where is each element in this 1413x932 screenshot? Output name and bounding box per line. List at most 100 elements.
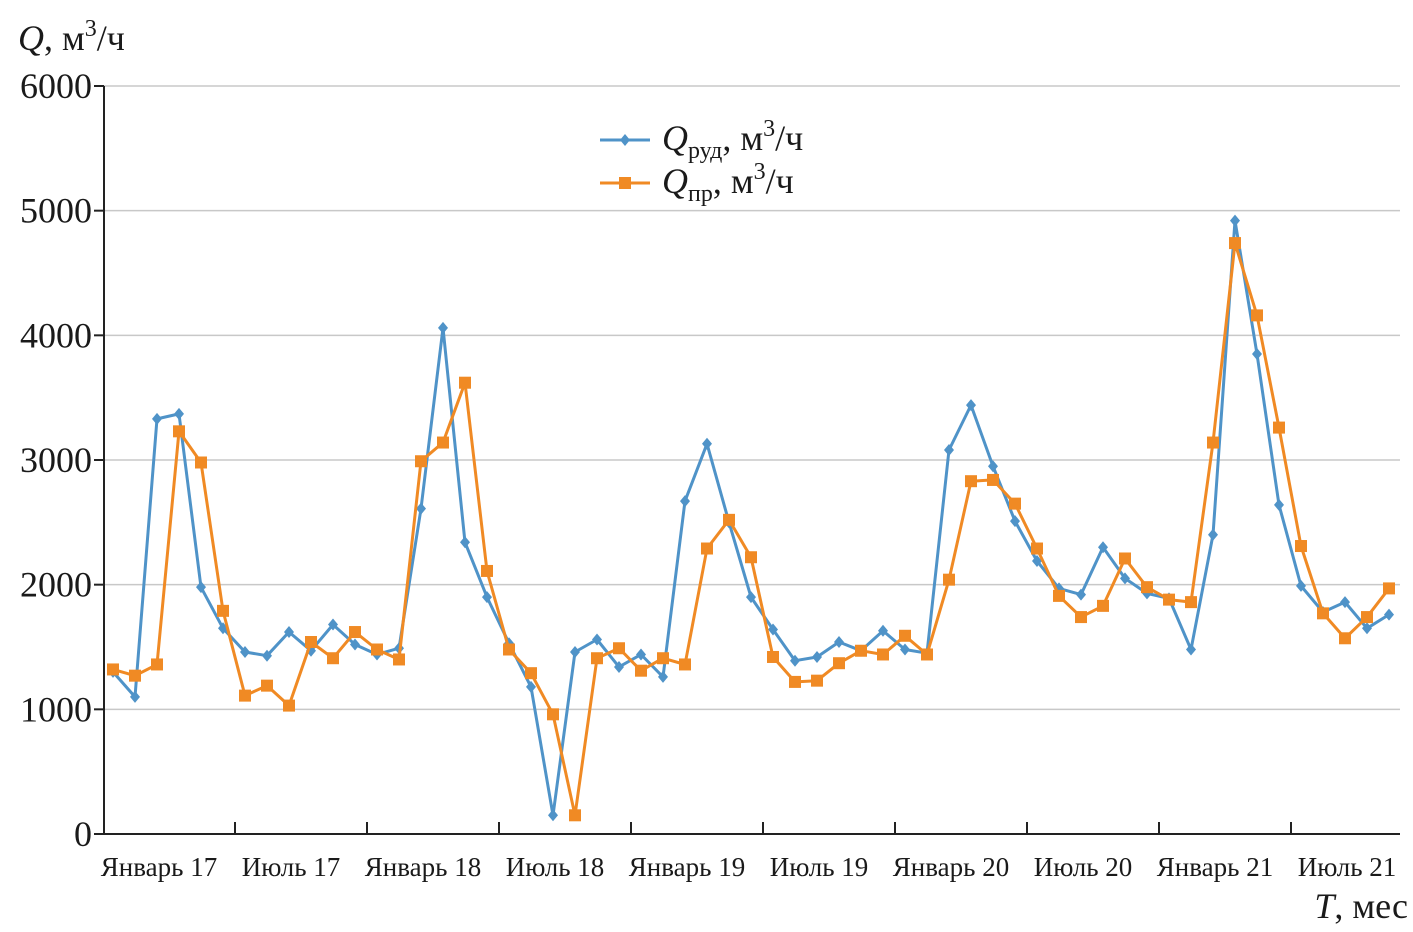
data-point	[833, 657, 845, 670]
data-point	[855, 644, 867, 657]
data-point	[1252, 348, 1262, 361]
data-point	[966, 399, 976, 412]
data-point	[658, 670, 668, 683]
data-point	[129, 669, 141, 682]
data-point	[305, 636, 317, 649]
data-point	[239, 689, 251, 702]
data-point	[415, 455, 427, 468]
series-line	[111, 219, 1390, 817]
x-tick-label: Июль 18	[506, 852, 605, 882]
data-point	[921, 648, 933, 661]
data-point	[701, 542, 713, 555]
x-tick-label: Июль 19	[770, 852, 869, 882]
data-point	[569, 809, 581, 822]
data-point	[789, 675, 801, 688]
data-point	[1362, 622, 1372, 635]
data-point	[988, 460, 998, 473]
data-point	[526, 680, 536, 693]
x-tick-label: Январь 18	[365, 852, 481, 882]
x-tick-label: Июль 17	[242, 852, 341, 882]
data-point	[525, 667, 537, 680]
data-point	[613, 642, 625, 655]
data-point	[327, 652, 339, 665]
data-point	[107, 663, 119, 676]
data-point	[746, 591, 756, 604]
data-point	[635, 664, 647, 677]
data-point	[680, 495, 690, 508]
data-point	[1163, 593, 1175, 606]
y-tick-label: 1000	[20, 689, 92, 729]
data-point	[1010, 515, 1020, 528]
data-point	[349, 626, 361, 639]
data-point	[570, 645, 580, 658]
data-point	[261, 679, 273, 692]
data-point	[416, 502, 426, 515]
data-point	[1120, 572, 1130, 585]
legend-marker-q-rud	[620, 134, 630, 146]
data-point	[745, 551, 757, 564]
y-tick-label: 3000	[20, 440, 92, 480]
data-point	[768, 623, 778, 636]
series-q-pr	[107, 237, 1395, 822]
data-point	[657, 652, 669, 665]
data-point	[547, 708, 559, 721]
data-point	[482, 591, 492, 604]
x-axis-title: T, мес	[1314, 886, 1408, 926]
data-point	[1098, 541, 1108, 554]
data-point	[1075, 611, 1087, 624]
data-point	[1031, 542, 1043, 555]
x-tick-label: Январь 19	[629, 852, 745, 882]
data-point	[636, 648, 646, 661]
data-point	[438, 321, 448, 334]
y-ticks: 0 1000 2000 3000 4000 5000 6000	[20, 66, 104, 854]
data-point	[328, 618, 338, 631]
data-point	[437, 436, 449, 449]
data-point	[1229, 237, 1241, 250]
data-point	[679, 658, 691, 671]
legend-item-q-rud: Qруд, м3/ч	[600, 116, 803, 164]
data-point	[283, 699, 295, 712]
data-point	[1340, 596, 1350, 609]
data-point	[151, 658, 163, 671]
data-point	[262, 649, 272, 662]
data-point	[284, 626, 294, 639]
data-point	[1186, 643, 1196, 656]
data-point	[767, 650, 779, 663]
data-point	[152, 412, 162, 425]
data-point	[240, 645, 250, 658]
data-point	[1053, 589, 1065, 602]
x-tick-label: Январь 20	[893, 852, 1009, 882]
data-point	[1274, 498, 1284, 511]
y-axis-title: Q, м3/ч	[18, 16, 125, 58]
data-point	[834, 636, 844, 649]
data-point	[1383, 582, 1395, 595]
series-line	[112, 241, 1391, 817]
data-point	[812, 650, 822, 663]
data-point	[811, 674, 823, 687]
x-tick-label: Июль 20	[1034, 852, 1133, 882]
series-group	[107, 214, 1395, 822]
gridlines	[104, 85, 1400, 711]
data-point	[965, 475, 977, 488]
data-point	[196, 581, 206, 594]
data-point	[702, 437, 712, 450]
data-point	[1076, 588, 1086, 601]
y-tick-label: 5000	[20, 191, 92, 231]
data-point	[503, 643, 515, 656]
y-tick-label: 4000	[20, 315, 92, 355]
data-point	[1361, 611, 1373, 624]
series-q-rud	[108, 214, 1394, 822]
x-tick-label: Январь 21	[1157, 852, 1273, 882]
data-point	[591, 652, 603, 665]
y-tick-label: 6000	[20, 66, 92, 106]
data-point	[460, 536, 470, 549]
data-point	[723, 513, 735, 526]
data-point	[350, 638, 360, 651]
data-point	[1317, 607, 1329, 620]
y-tick-label: 0	[74, 814, 92, 854]
data-point	[1185, 596, 1197, 609]
data-point	[614, 660, 624, 673]
data-point	[1119, 552, 1131, 565]
data-point	[1208, 528, 1218, 541]
data-point	[1097, 599, 1109, 612]
